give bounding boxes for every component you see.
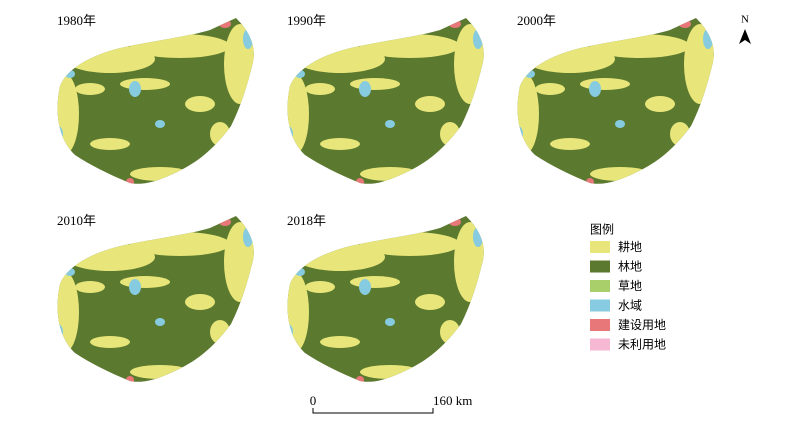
legend-swatch (590, 299, 610, 312)
map-panel: 2018年 (281, 213, 486, 384)
panel-label: 2018年 (287, 213, 326, 228)
legend-label: 水域 (618, 299, 642, 313)
scale-end: 160 km (433, 393, 472, 408)
legend-swatch (590, 338, 610, 351)
legend-swatch (590, 319, 610, 331)
map-panel: 1990年 (281, 13, 486, 186)
legend-swatch (590, 260, 610, 273)
legend-label: 草地 (618, 279, 642, 293)
legend-swatch (590, 241, 610, 253)
panel-label: 1990年 (287, 13, 326, 28)
scale-start: 0 (310, 393, 317, 408)
legend-label: 林地 (618, 260, 642, 274)
north-label: N (741, 14, 749, 26)
map-panel: 1980年 (51, 13, 256, 186)
legend-swatch (590, 280, 610, 292)
legend-title: 图例 (590, 223, 614, 237)
legend-label: 未利用地 (618, 338, 666, 352)
legend-label: 耕地 (618, 239, 642, 254)
panel-label: 2010年 (57, 213, 96, 228)
scale-bar: 0 160 km (310, 393, 472, 414)
map-panel: 2010年 (51, 213, 256, 384)
panel-label: 1980年 (57, 13, 96, 28)
map-panel: 2000年 (511, 13, 716, 186)
legend-label: 建设用地 (618, 318, 666, 332)
panel-label: 2000年 (517, 13, 556, 28)
north-arrow: N (739, 14, 751, 44)
